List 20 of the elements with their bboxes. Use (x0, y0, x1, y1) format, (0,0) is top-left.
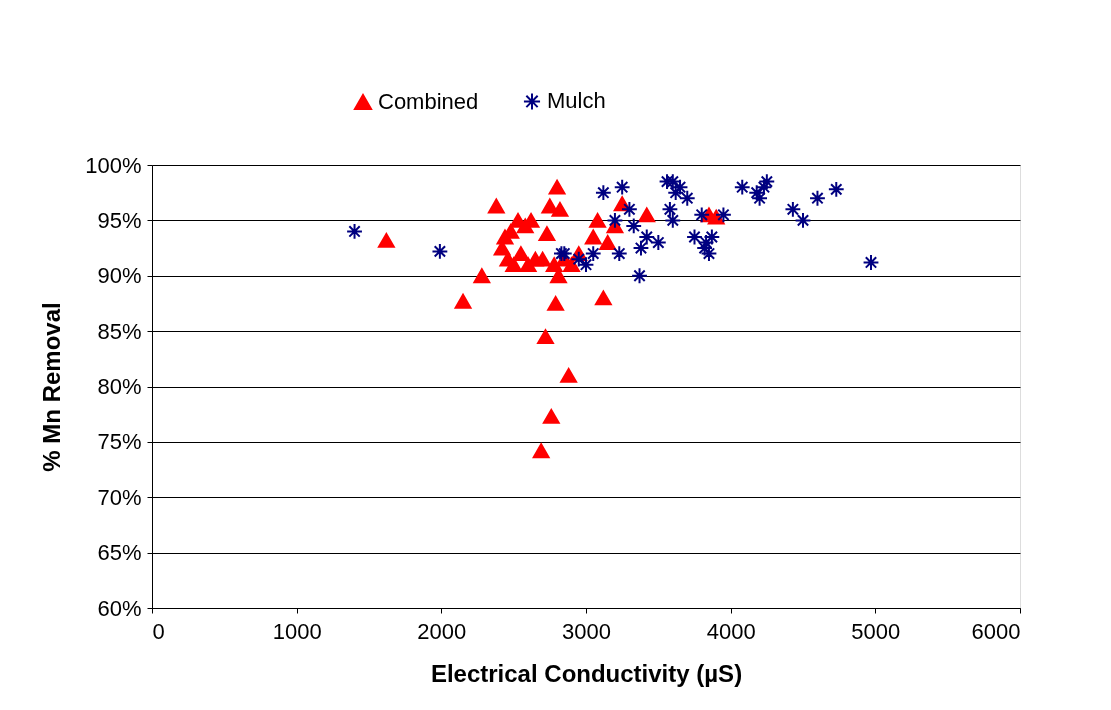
x-tick-label: 4000 (706, 618, 756, 644)
y-tick-label: 70% (97, 484, 142, 510)
legend-label: Combined (378, 89, 479, 114)
x-axis-title: Electrical Conductivity (µS) (430, 659, 743, 687)
y-tick-label: 80% (97, 374, 142, 399)
x-tick-label: 6000 (971, 618, 1021, 644)
y-tick-label: 95% (97, 207, 142, 233)
x-tick-label: 3000 (562, 618, 611, 644)
y-tick-label: 100% (85, 152, 142, 178)
y-tick-label: 90% (97, 263, 142, 289)
x-tick-label: 0 (152, 618, 165, 644)
y-axis-title: % Mn Removal (38, 302, 66, 472)
y-tick-label: 65% (97, 540, 142, 566)
y-tick-label: 75% (97, 429, 142, 455)
x-tick-label: 2000 (417, 618, 467, 644)
legend-label: Mulch (547, 88, 606, 114)
y-tick-label: 60% (97, 595, 142, 621)
x-tick-label: 5000 (851, 618, 901, 644)
y-tick-label: 85% (97, 318, 142, 344)
x-tick-label: 1000 (272, 618, 322, 644)
